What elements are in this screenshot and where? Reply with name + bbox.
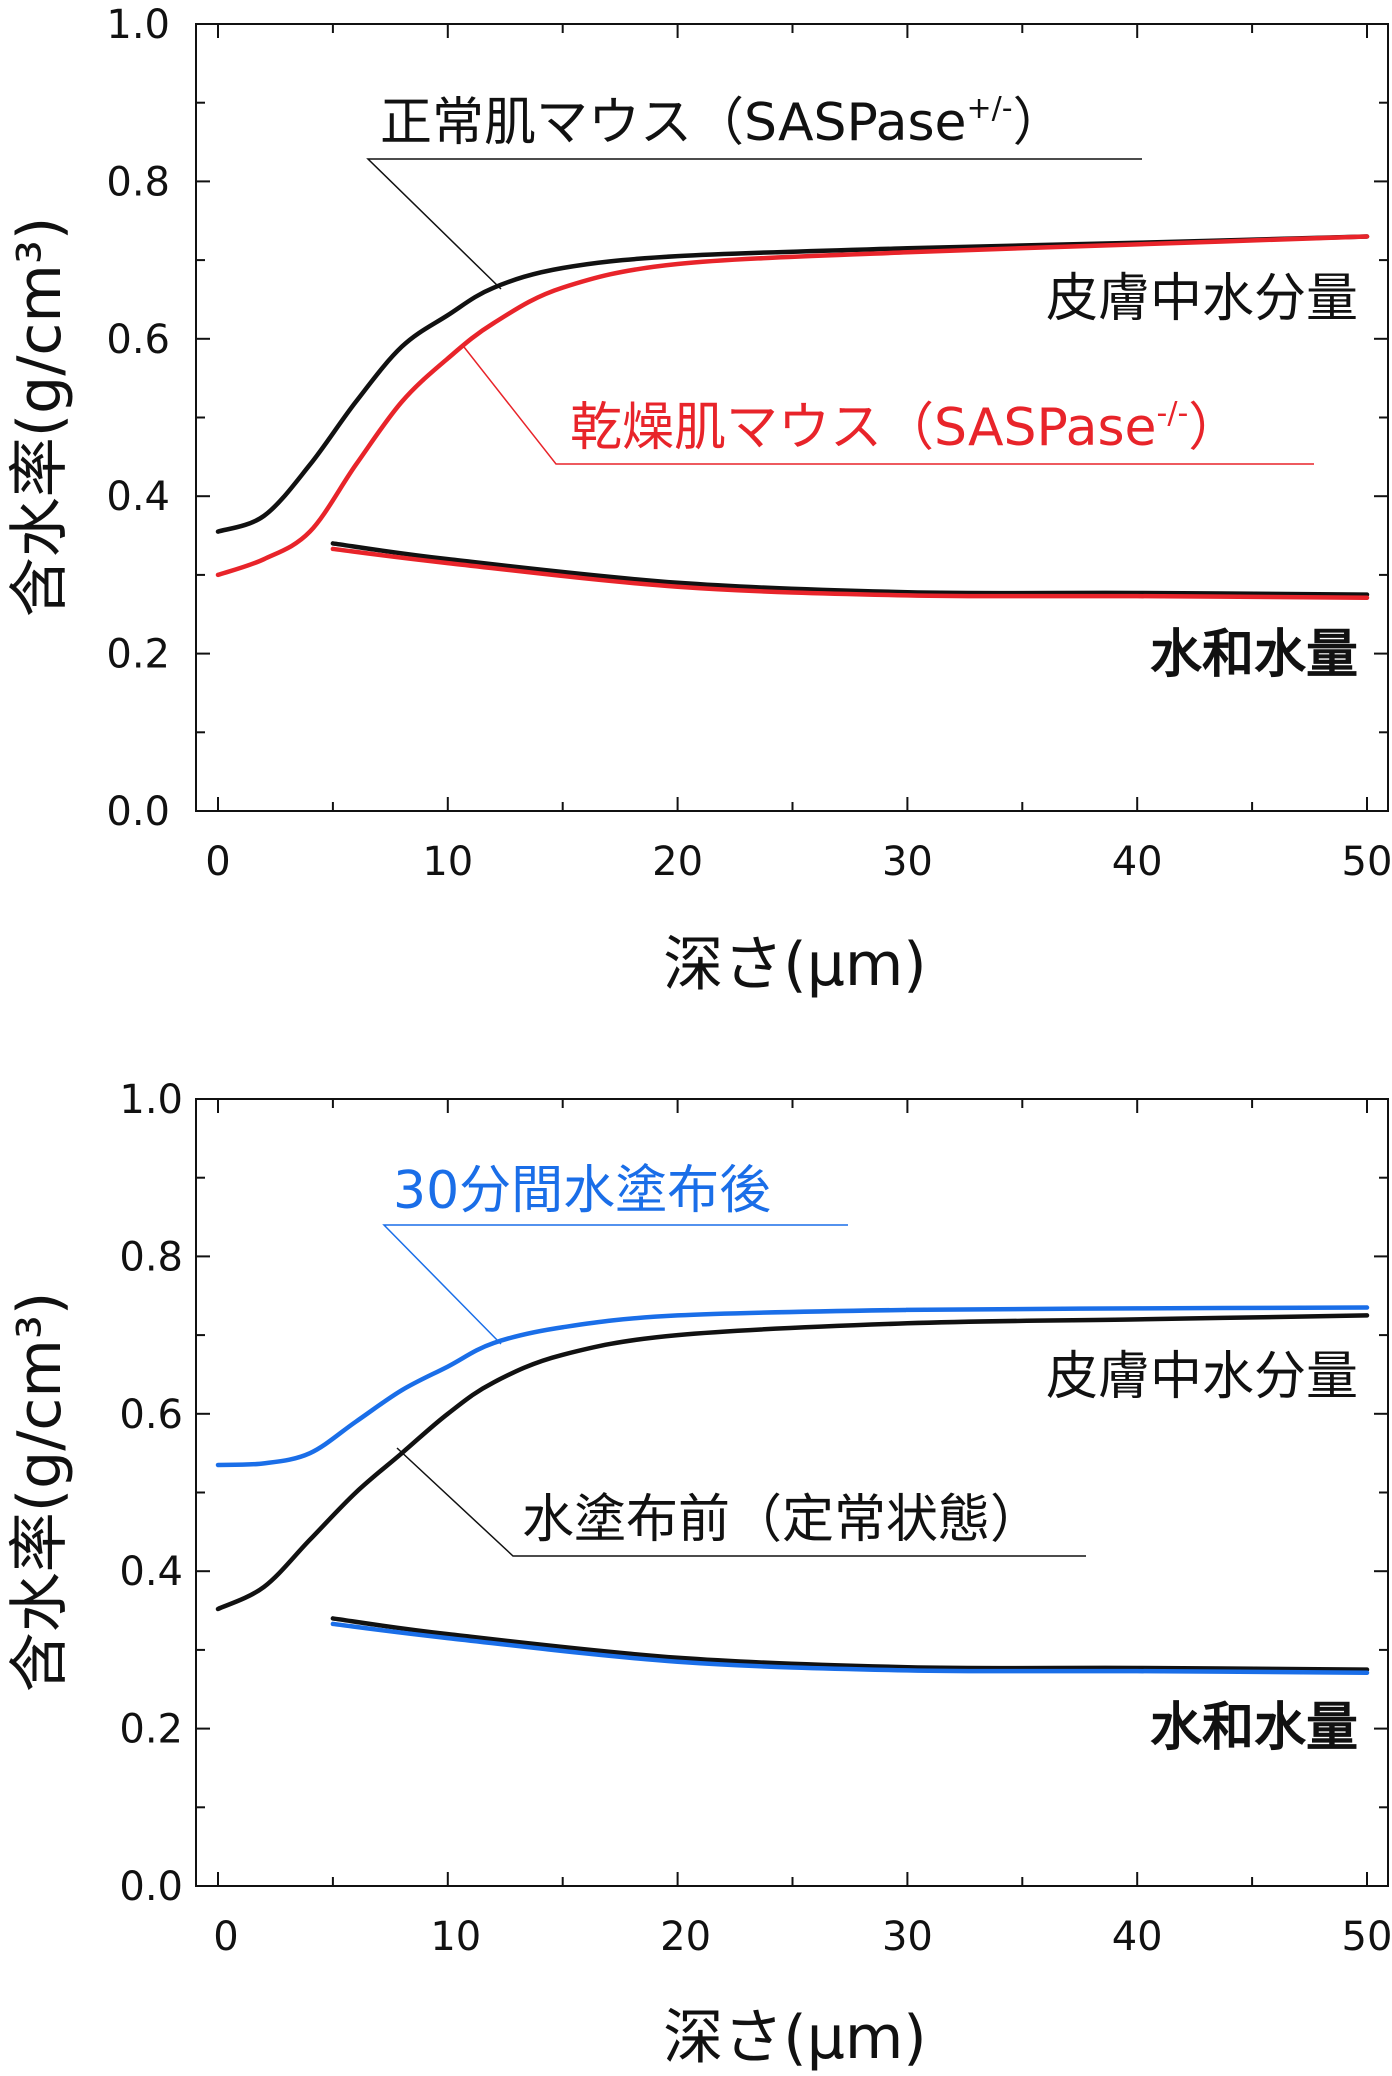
y-tick-label: 0.4 (106, 474, 170, 520)
series-line-2 (215, 1313, 1370, 1612)
x-tick-label: 20 (660, 1914, 711, 1960)
x-tick-label: 20 (652, 839, 703, 885)
series-line-2 (215, 234, 1370, 578)
series-line-1 (215, 1305, 1370, 1468)
x-tick-label: 10 (430, 1914, 481, 1960)
label-skin-water: 皮膚中水分量 (1046, 269, 1358, 329)
y-tick-label: 1.0 (119, 1077, 183, 1123)
leader-line-normal (366, 158, 1142, 290)
label-hydration-water: 水和水量 (1150, 1698, 1358, 1758)
y-tick-label: 0.8 (106, 159, 170, 205)
series-line-3 (330, 1616, 1370, 1672)
series-line-3 (330, 541, 1370, 597)
series-line-4 (330, 546, 1370, 600)
y-axis-title: 含水率(g/cm³) (5, 217, 75, 618)
y-tick-label: 1.0 (106, 2, 170, 48)
label-skin-water: 皮膚中水分量 (1046, 1347, 1358, 1407)
leader-line-after (382, 1224, 848, 1345)
y-tick-label: 0.6 (106, 317, 170, 363)
leader-line-dry (463, 346, 1314, 465)
y-tick-label: 0.8 (119, 1234, 183, 1280)
x-axis-title: 深さ(μm) (663, 930, 926, 1000)
x-tick-label: 40 (1112, 1914, 1163, 1960)
y-tick-label: 0.4 (119, 1549, 183, 1595)
x-tick-label: 50 (1342, 839, 1392, 885)
label-hydration-water: 水和水量 (1150, 625, 1358, 685)
label-dry-mouse: 乾燥肌マウス（SASPase-/-） (570, 396, 1240, 458)
x-tick-label: 40 (1112, 839, 1163, 885)
y-axis-title: 含水率(g/cm³) (5, 1292, 75, 1693)
x-tick-label: 10 (422, 839, 473, 885)
leader-line-before (396, 1447, 1086, 1557)
y-tick-label: 0.2 (119, 1707, 183, 1753)
y-tick-label: 0.2 (106, 632, 170, 678)
x-tick-label: 0 (213, 1914, 238, 1960)
x-tick-label: 30 (882, 839, 933, 885)
y-tick-label: 0.0 (119, 1864, 183, 1910)
chart-bottom: 0.0 0.2 0.4 0.6 0.8 1.0 0 10 20 30 40 50 含水率(g/cm³)… (5, 1077, 1392, 2073)
y-tick-label: 0.6 (119, 1392, 183, 1438)
label-normal-mouse: 正常肌マウス（SASPase+/-） (380, 91, 1065, 153)
y-tick-label: 0.0 (106, 789, 170, 835)
label-after-water: 30分間水塗布後 (393, 1161, 771, 1221)
chart-top: 0.0 0.2 0.4 0.6 0.8 1.0 0 10 20 30 40 50 含水率(g/cm³)… (5, 2, 1392, 1000)
x-tick-label: 0 (205, 839, 230, 885)
label-before-water: 水塗布前（定常状態） (522, 1490, 1042, 1550)
x-tick-label: 30 (882, 1914, 933, 1960)
series-line-4 (330, 1621, 1370, 1675)
x-axis-title: 深さ(μm) (663, 2003, 926, 2073)
x-tick-label: 50 (1342, 1914, 1392, 1960)
